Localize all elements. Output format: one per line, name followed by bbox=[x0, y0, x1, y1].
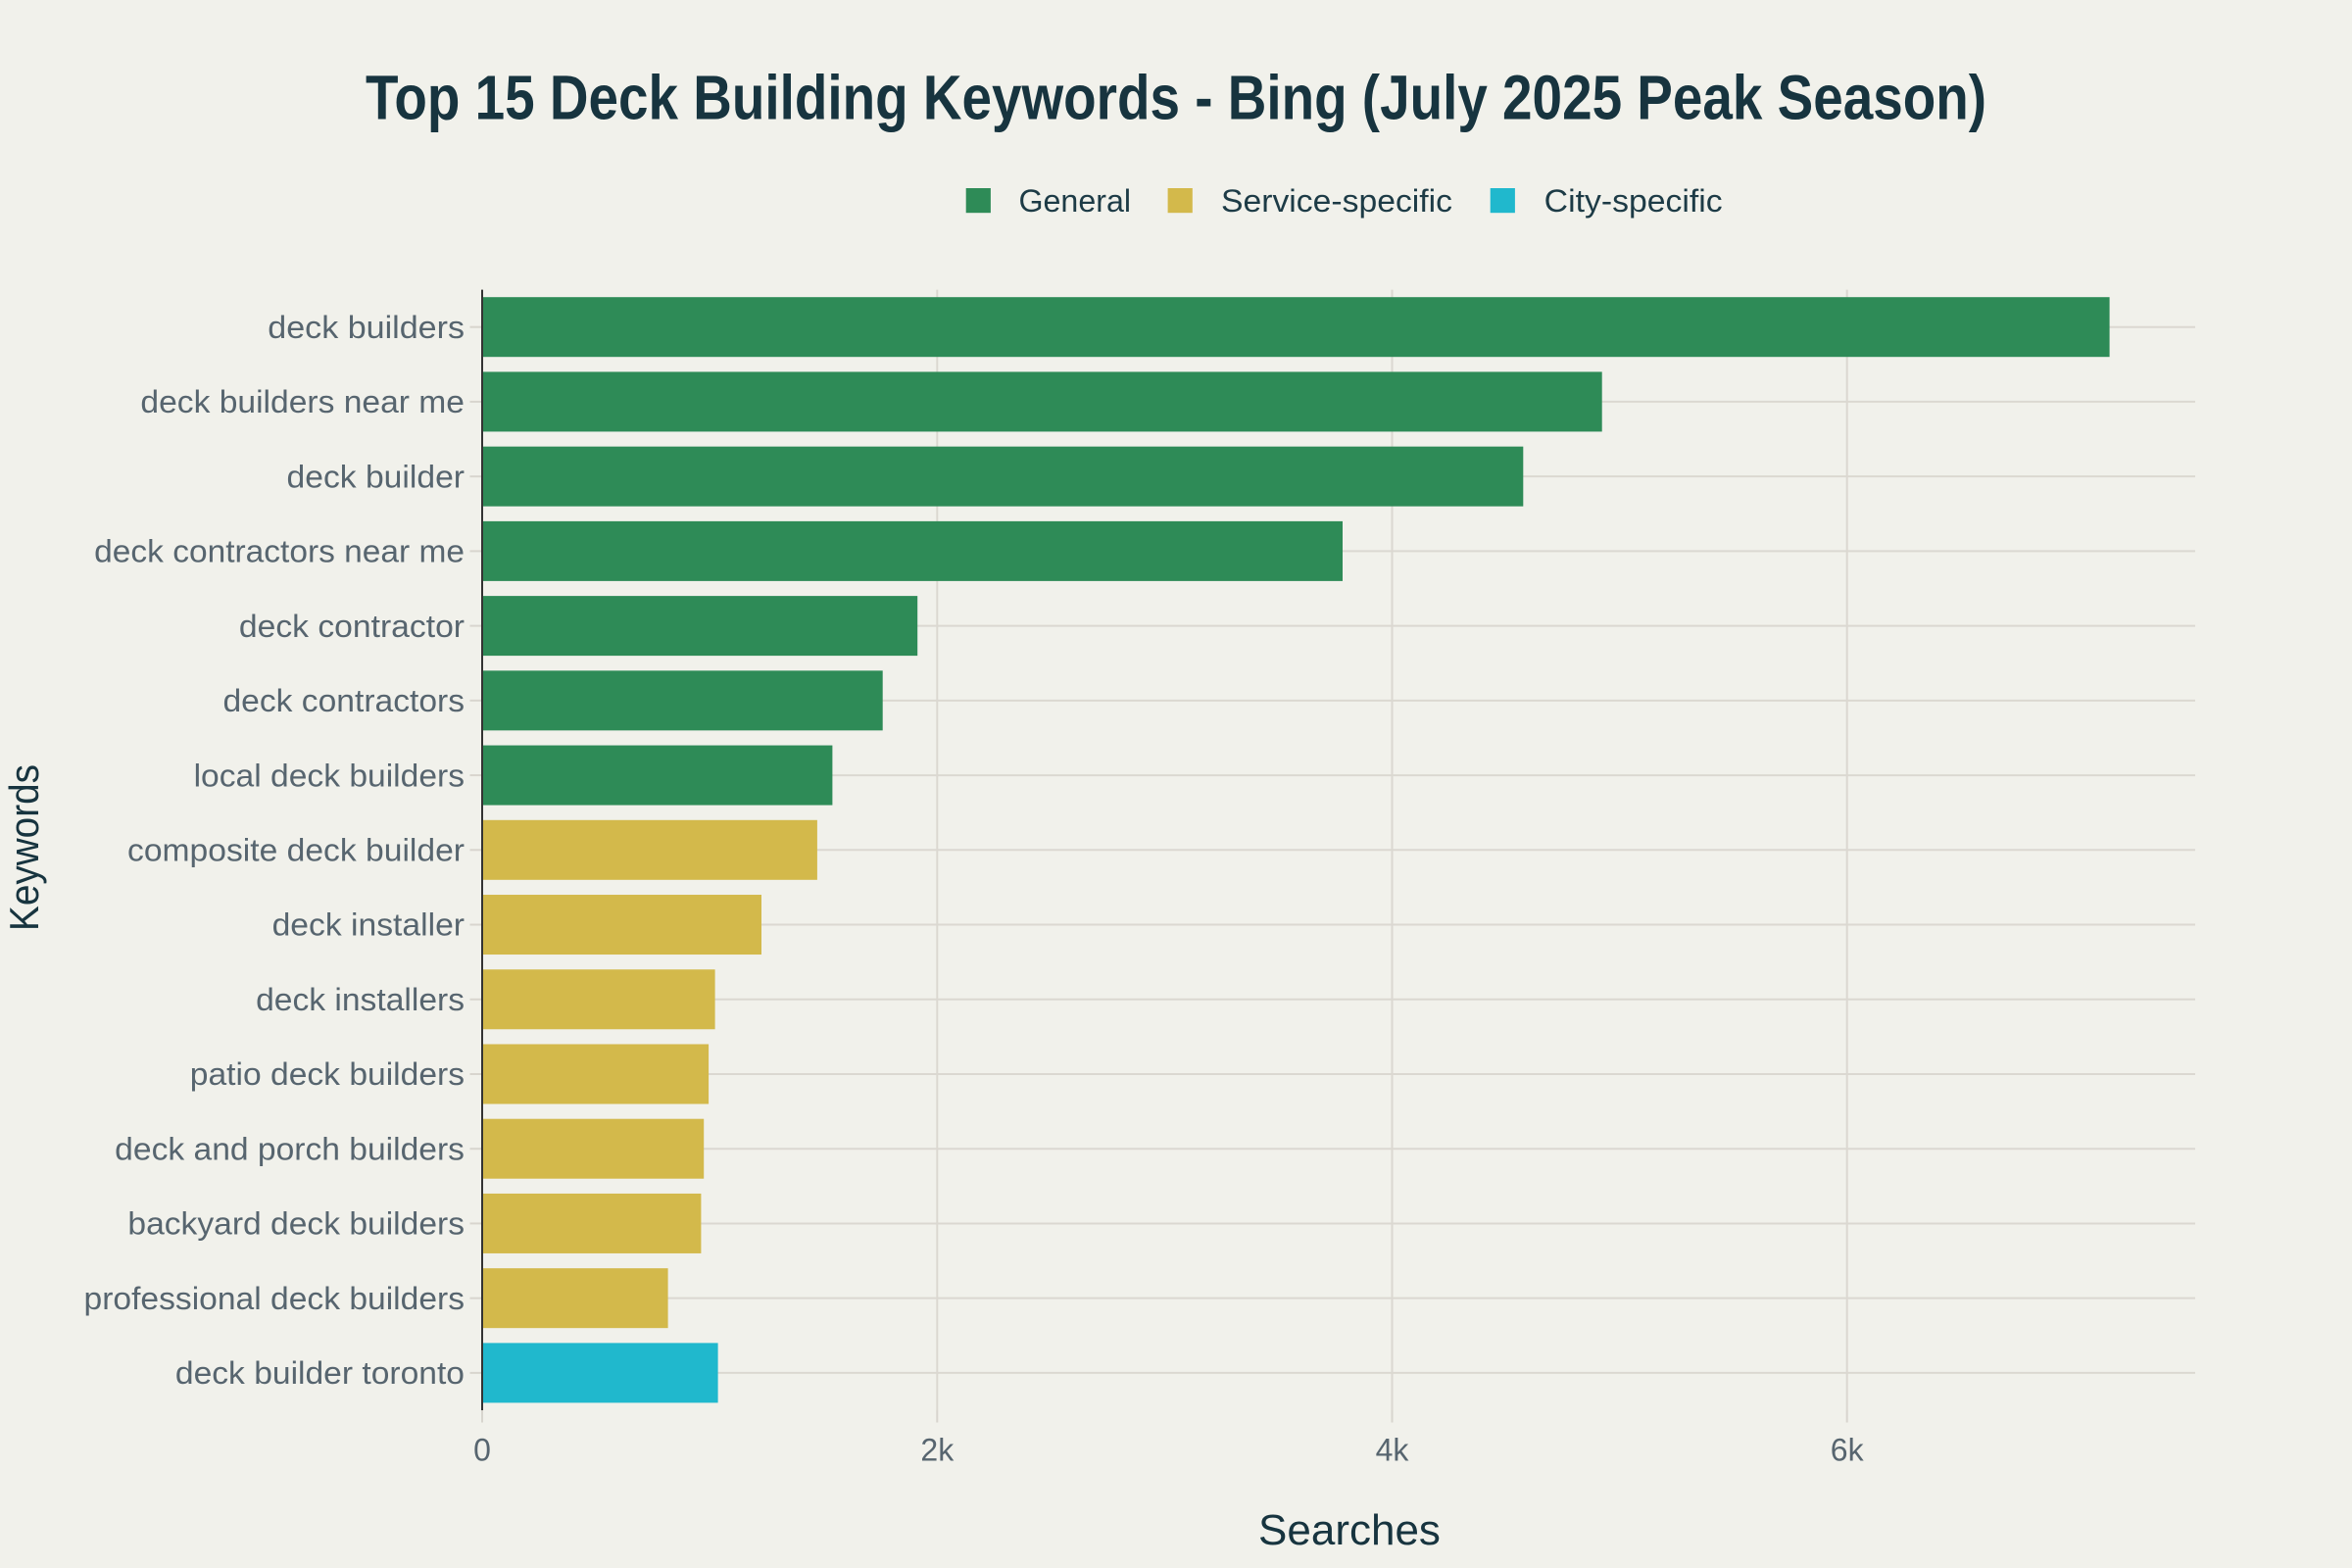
svg-text:deck builder: deck builder bbox=[287, 459, 466, 494]
svg-text:backyard deck builders: backyard deck builders bbox=[127, 1206, 465, 1242]
svg-text:deck builders near me: deck builders near me bbox=[140, 384, 465, 419]
svg-text:4k: 4k bbox=[1376, 1433, 1410, 1468]
svg-text:deck installer: deck installer bbox=[272, 907, 466, 943]
svg-text:composite deck builder: composite deck builder bbox=[127, 833, 465, 868]
svg-text:2k: 2k bbox=[920, 1433, 955, 1468]
svg-text:6k: 6k bbox=[1831, 1433, 1865, 1468]
svg-text:deck installers: deck installers bbox=[256, 982, 465, 1017]
svg-text:local deck builders: local deck builders bbox=[194, 758, 465, 793]
svg-text:patio deck builders: patio deck builders bbox=[190, 1056, 465, 1092]
svg-text:Service-specific: Service-specific bbox=[1221, 183, 1452, 219]
svg-text:City-specific: City-specific bbox=[1544, 183, 1723, 219]
svg-text:deck and porch builders: deck and porch builders bbox=[115, 1131, 465, 1166]
svg-text:deck contractors near me: deck contractors near me bbox=[94, 534, 465, 569]
svg-text:Searches: Searches bbox=[1258, 1506, 1441, 1554]
svg-text:professional deck builders: professional deck builders bbox=[84, 1281, 465, 1316]
svg-text:General: General bbox=[1019, 183, 1132, 219]
svg-text:Top 15 Deck Building Keywords: Top 15 Deck Building Keywords - Bing (Ju… bbox=[366, 63, 1986, 133]
svg-text:deck contractors: deck contractors bbox=[223, 683, 466, 718]
svg-text:deck builders: deck builders bbox=[268, 310, 465, 345]
svg-text:deck builder toronto: deck builder toronto bbox=[175, 1355, 465, 1391]
svg-text:0: 0 bbox=[473, 1433, 491, 1468]
svg-text:Keywords: Keywords bbox=[1, 764, 47, 931]
svg-text:deck contractor: deck contractor bbox=[239, 609, 465, 644]
